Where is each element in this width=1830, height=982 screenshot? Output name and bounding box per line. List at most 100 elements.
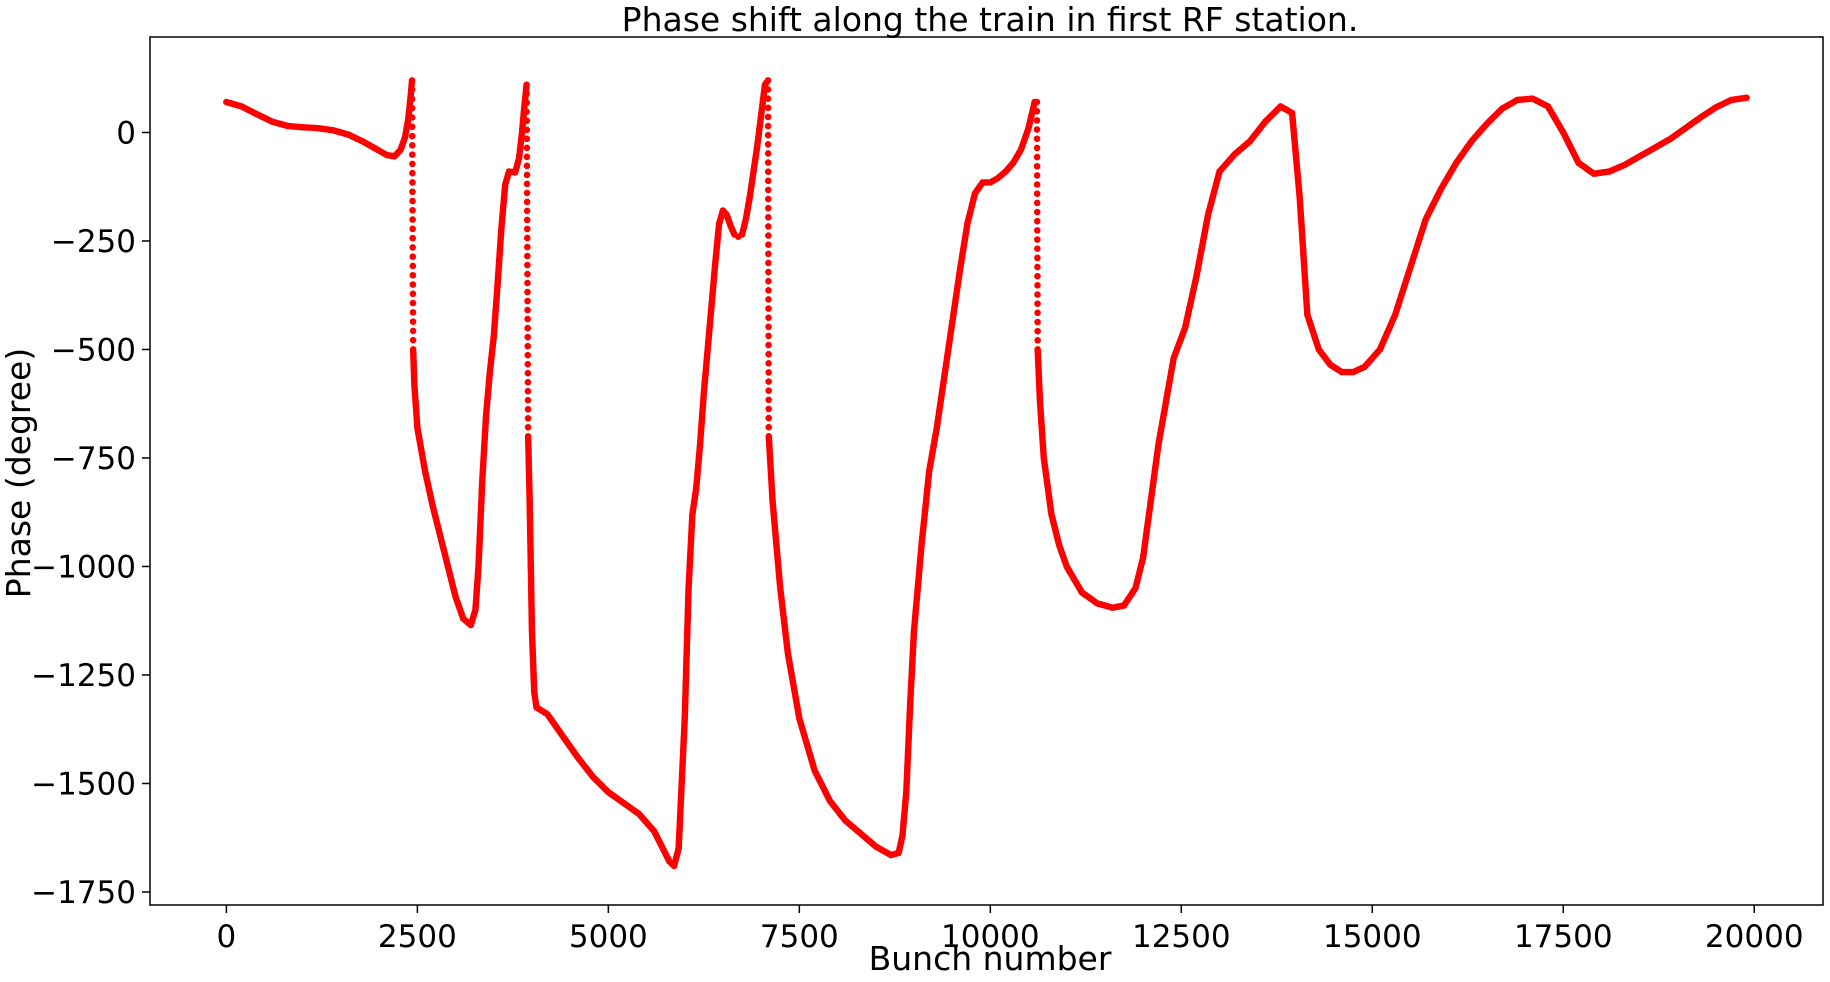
data-point bbox=[1034, 227, 1041, 234]
data-point bbox=[523, 90, 530, 98]
data-point bbox=[1034, 236, 1041, 243]
data-point bbox=[765, 359, 772, 367]
data-point bbox=[524, 270, 531, 278]
data-point bbox=[524, 333, 532, 341]
data-point bbox=[1033, 181, 1041, 188]
data-point bbox=[764, 104, 772, 112]
data-point bbox=[764, 159, 772, 166]
data-point bbox=[409, 318, 417, 325]
y-tick-label: −500 bbox=[51, 332, 136, 368]
data-point bbox=[1033, 107, 1041, 115]
plot-frame bbox=[149, 36, 1824, 906]
y-axis: 0 −250 −500 −750 −1000 −1250 −1500 −1750 bbox=[31, 115, 150, 911]
data-point bbox=[524, 396, 532, 404]
data-point bbox=[524, 297, 531, 305]
data-point bbox=[1034, 263, 1041, 271]
x-axis-label: Bunch number bbox=[869, 939, 1112, 978]
data-point bbox=[408, 123, 416, 131]
data-point bbox=[765, 350, 772, 358]
x-tick-label: 20000 bbox=[1705, 919, 1804, 955]
x-tick-label: 2500 bbox=[378, 919, 457, 955]
data-point bbox=[764, 168, 772, 175]
data-point bbox=[764, 77, 772, 84]
data-point bbox=[764, 150, 772, 157]
data-point bbox=[765, 387, 772, 394]
data-point bbox=[409, 336, 417, 344]
data-point bbox=[1034, 318, 1041, 326]
data-point bbox=[409, 169, 416, 177]
data-point bbox=[409, 234, 417, 242]
data-point bbox=[524, 243, 531, 251]
data-point bbox=[409, 253, 417, 260]
data-point bbox=[409, 188, 416, 196]
data-point bbox=[764, 131, 772, 139]
data-point bbox=[523, 162, 531, 170]
data-point bbox=[764, 204, 772, 212]
x-tick-label: 17500 bbox=[1514, 919, 1613, 955]
data-point bbox=[765, 259, 772, 267]
x-tick-label: 12500 bbox=[1132, 919, 1231, 955]
data-point bbox=[764, 86, 772, 93]
data-point bbox=[1034, 309, 1041, 317]
data-point bbox=[765, 423, 773, 431]
data-point bbox=[409, 290, 417, 298]
data-points bbox=[223, 77, 1750, 870]
y-tick-label: −750 bbox=[51, 441, 136, 477]
data-point bbox=[524, 288, 531, 296]
data-point bbox=[765, 305, 772, 312]
data-point bbox=[1033, 144, 1041, 152]
data-point bbox=[765, 341, 772, 349]
data-point bbox=[409, 262, 417, 270]
data-point bbox=[524, 387, 532, 395]
data-point bbox=[765, 286, 772, 294]
data-point bbox=[524, 351, 532, 359]
y-tick-label: 0 bbox=[116, 115, 136, 151]
data-point bbox=[1743, 94, 1750, 102]
data-point bbox=[1033, 217, 1041, 225]
data-point bbox=[523, 216, 531, 224]
data-point bbox=[524, 324, 531, 332]
data-point bbox=[1033, 126, 1041, 133]
y-tick-label: −250 bbox=[51, 224, 136, 260]
data-point bbox=[1034, 245, 1041, 252]
x-tick-label: 0 bbox=[217, 919, 237, 955]
data-point bbox=[409, 197, 416, 205]
data-point bbox=[1034, 272, 1041, 280]
chart-title: Phase shift along the train in first RF … bbox=[622, 0, 1359, 39]
data-point bbox=[1033, 98, 1041, 106]
data-point bbox=[523, 144, 531, 152]
data-point bbox=[523, 189, 531, 197]
data-point bbox=[764, 186, 772, 194]
data-point bbox=[408, 132, 416, 140]
data-point bbox=[764, 95, 772, 102]
data-point bbox=[408, 77, 416, 84]
data-point bbox=[765, 250, 772, 258]
y-tick-label: −1250 bbox=[31, 658, 136, 694]
data-point bbox=[1033, 135, 1041, 143]
data-point bbox=[1033, 117, 1041, 124]
data-point bbox=[524, 378, 532, 386]
data-point bbox=[524, 405, 532, 413]
data-point bbox=[524, 261, 531, 269]
data-point bbox=[408, 114, 416, 121]
data-point bbox=[765, 213, 772, 221]
x-tick-label: 7500 bbox=[760, 919, 839, 955]
data-point bbox=[523, 153, 531, 161]
data-point bbox=[524, 369, 532, 377]
data-point bbox=[1034, 282, 1041, 289]
data-point bbox=[1034, 337, 1041, 344]
data-point bbox=[765, 268, 772, 276]
data-point bbox=[765, 314, 772, 321]
data-point bbox=[523, 207, 531, 215]
data-point bbox=[409, 271, 417, 279]
data-point bbox=[765, 414, 773, 422]
data-point bbox=[764, 140, 772, 148]
plot-area bbox=[149, 36, 1824, 906]
data-point bbox=[524, 414, 532, 422]
data-point bbox=[408, 86, 416, 93]
data-point bbox=[409, 179, 416, 186]
data-point bbox=[409, 281, 417, 288]
data-point bbox=[523, 225, 531, 233]
data-point bbox=[765, 396, 772, 404]
